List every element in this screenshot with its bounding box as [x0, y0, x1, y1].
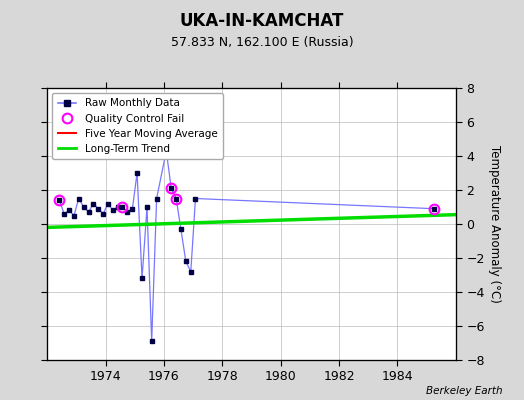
Text: UKA-IN-KAMCHAT: UKA-IN-KAMCHAT [180, 12, 344, 30]
Legend: Raw Monthly Data, Quality Control Fail, Five Year Moving Average, Long-Term Tren: Raw Monthly Data, Quality Control Fail, … [52, 93, 223, 159]
Y-axis label: Temperature Anomaly (°C): Temperature Anomaly (°C) [488, 145, 501, 303]
Text: 57.833 N, 162.100 E (Russia): 57.833 N, 162.100 E (Russia) [171, 36, 353, 49]
Text: Berkeley Earth: Berkeley Earth [427, 386, 503, 396]
